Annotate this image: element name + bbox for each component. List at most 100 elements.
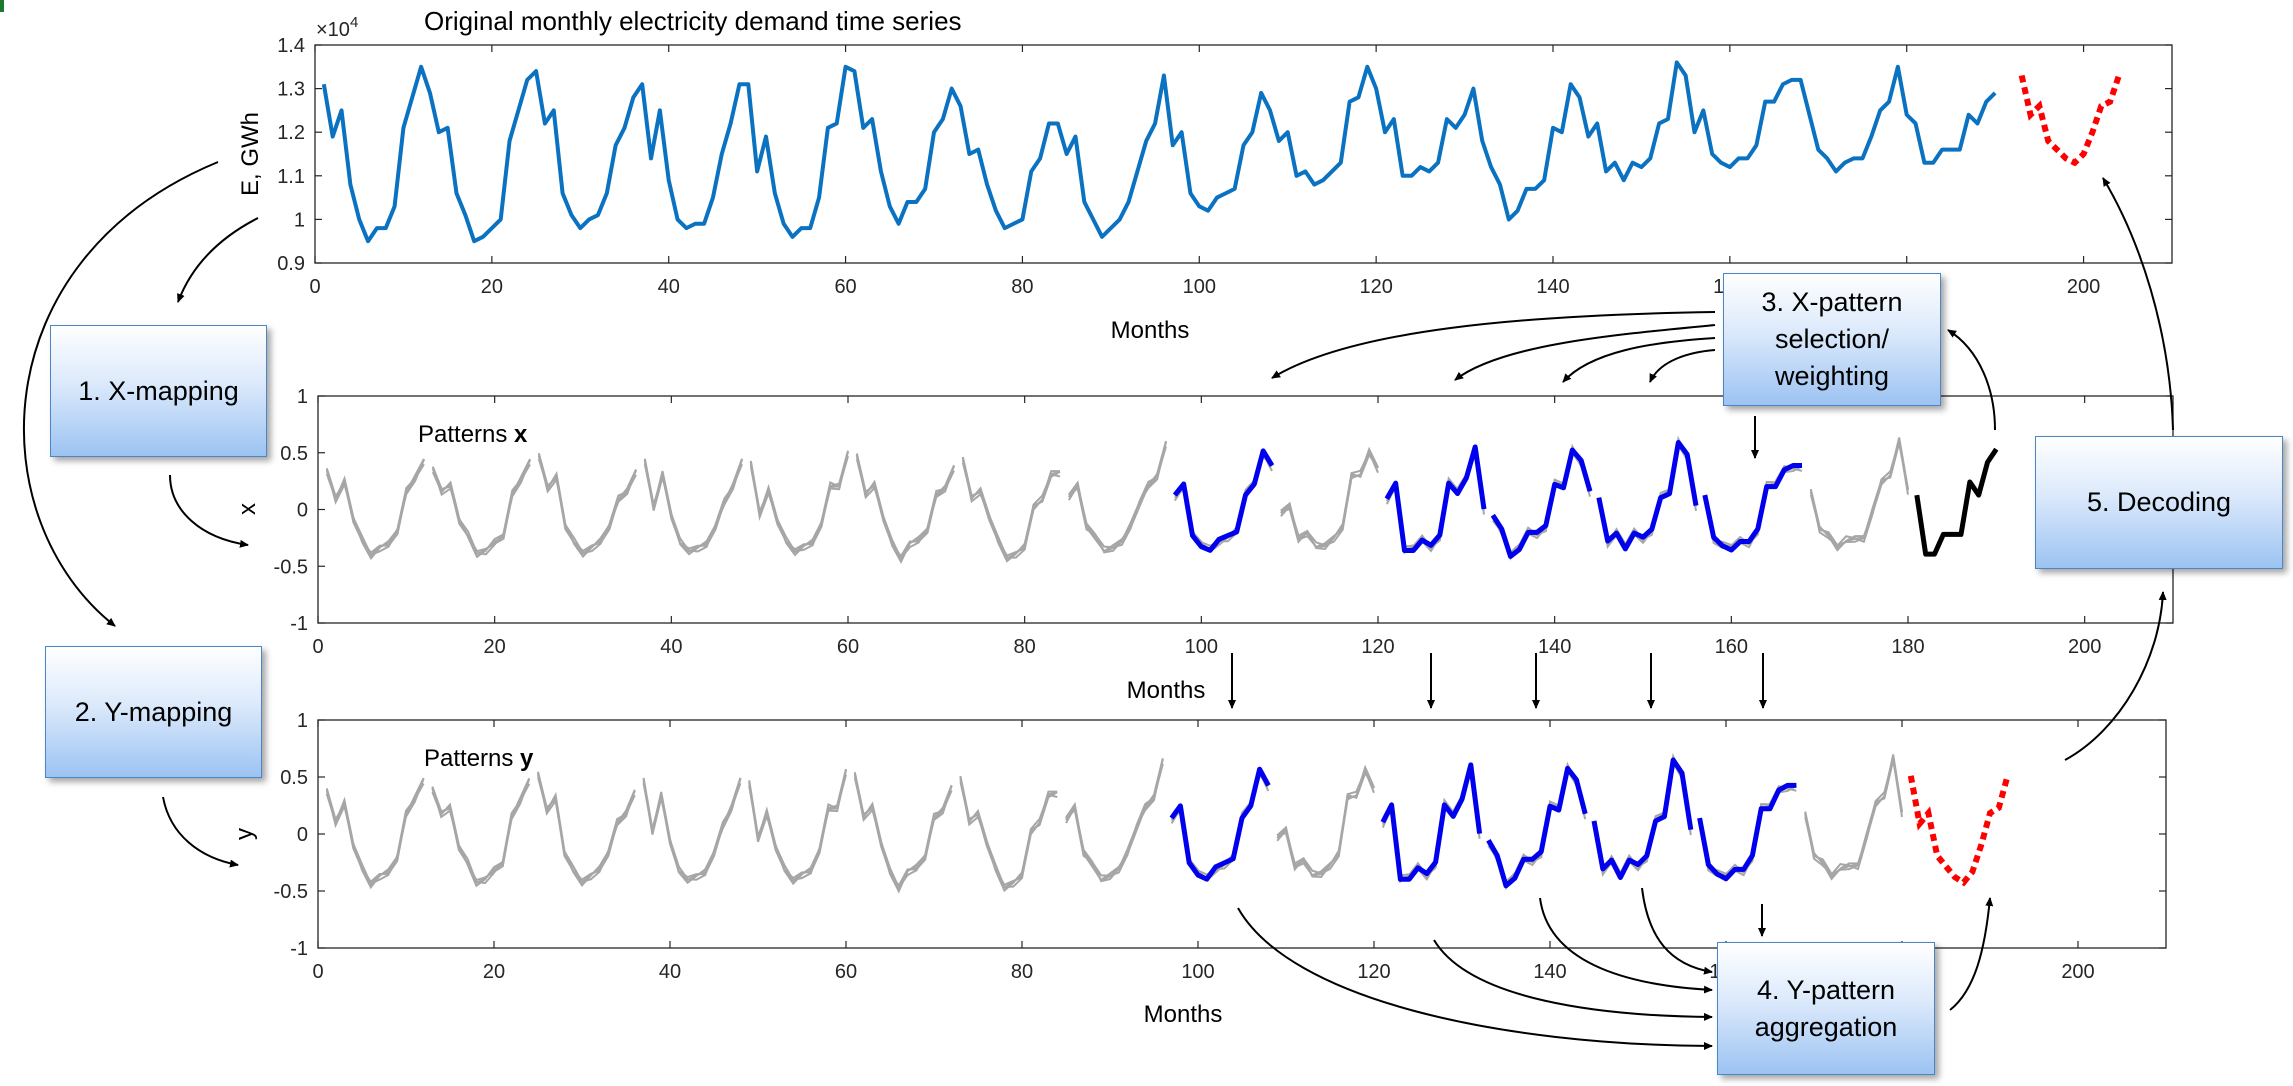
bottom-xtick-label: 200 <box>2061 961 2094 983</box>
bottom-ytick-label: 0 <box>297 824 308 846</box>
bottom-ytick-label: -1 <box>290 938 308 960</box>
bottom-xtick-label: 60 <box>835 961 857 983</box>
middle-gray-pattern-line <box>961 456 1060 557</box>
middle-gray-pattern-line <box>537 453 637 555</box>
bottom-gray-pattern-line <box>1065 758 1164 882</box>
middle-xtick-label: 40 <box>660 636 682 658</box>
bottom-xtick-label: 40 <box>659 961 681 983</box>
middle-gray-pattern-line <box>537 452 637 553</box>
middle-selected-pattern-line <box>1490 447 1593 559</box>
middle-gray-pattern-line <box>749 455 849 553</box>
middle-ytick-label: -1 <box>290 613 308 635</box>
corner-mark <box>0 0 4 12</box>
middle-selected-pattern-line <box>1172 448 1275 553</box>
middle-gray-pattern-line <box>1597 442 1697 547</box>
forecast-series-line <box>2018 74 2122 167</box>
middle-gray-pattern-line <box>855 458 955 565</box>
middle-gray-pattern-line <box>1492 450 1591 555</box>
y-pattern-aggregation-box: 4. Y-pattern aggregation <box>1717 942 1935 1075</box>
bottom-chart: 020406080100120140160200 -1-0.500.51 Pat… <box>231 710 2167 1028</box>
middle-gray-pattern-line <box>643 459 743 553</box>
arrow-decoding-to-series <box>2102 177 2174 431</box>
bottom-gray-pattern-line <box>431 783 531 885</box>
bottom-chart-ylabel: y <box>231 828 258 840</box>
arrow-agg-3 <box>1539 897 1713 994</box>
middle-xtick-label: 0 <box>312 636 323 658</box>
middle-gray-pattern-line <box>1280 449 1379 549</box>
top-ytick-label: 0.9 <box>277 253 305 275</box>
middle-gray-pattern-line <box>431 458 531 553</box>
y-mapping-box: 2. Y-mapping <box>45 646 262 778</box>
middle-gray-pattern-line <box>325 463 425 557</box>
bottom-xtick-label: 80 <box>1011 961 1033 983</box>
bottom-gray-pattern-line <box>642 778 742 881</box>
bottom-gray-pattern-line <box>325 778 425 887</box>
bottom-chart-inner-label: Patterns y <box>424 745 534 772</box>
arrow-aggregation-to-forecast <box>1949 897 1994 1011</box>
top-xtick-label: 40 <box>658 276 680 298</box>
bottom-gray-pattern-line <box>853 777 953 894</box>
bottom-gray-pattern-line <box>431 778 531 885</box>
middle-gray-pattern-line <box>643 458 743 550</box>
middle-gray-pattern-line <box>325 459 425 561</box>
middle-xtick-label: 80 <box>1014 636 1036 658</box>
middle-gray-pattern-line <box>325 459 425 558</box>
flow-arrows <box>23 161 2174 1050</box>
middle-selected-pattern-line <box>1596 440 1699 552</box>
middle-chart-frame <box>317 395 2174 624</box>
top-ytick-label: 1.4 <box>277 35 305 57</box>
top-chart-exponent: ×104 <box>316 14 358 41</box>
arrow-selection-1 <box>1271 311 1716 379</box>
middle-gray-pattern-line <box>855 454 955 561</box>
middle-gray-pattern-line <box>431 459 531 556</box>
top-ytick-label: 1.1 <box>277 166 305 188</box>
bottom-gray-pattern-line <box>1276 767 1375 877</box>
middle-xtick-label: 160 <box>1715 636 1748 658</box>
middle-gray-pattern-line <box>961 457 1061 559</box>
middle-gray-pattern-line <box>431 463 531 556</box>
bottom-gray-pattern-line <box>748 769 847 883</box>
middle-gray-pattern-line <box>325 458 425 555</box>
arrow-agg-4 <box>1641 887 1713 975</box>
arrow-series-to-x-mapping <box>177 217 259 303</box>
bottom-selected-pattern-line <box>1486 765 1588 889</box>
top-xtick-label: 60 <box>834 276 856 298</box>
bottom-ytick-label: -0.5 <box>274 881 308 903</box>
middle-gray-pattern-line <box>537 455 637 556</box>
top-xtick-label: 0 <box>309 276 320 298</box>
bottom-gray-pattern-line <box>537 774 636 884</box>
middle-chart-xlabel: Months <box>1127 677 1206 704</box>
arrow-forecast-to-decoding <box>2064 591 2167 761</box>
middle-chart-ylabel: x <box>234 503 261 515</box>
bottom-gray-pattern-line <box>1804 757 1903 878</box>
bottom-gray-pattern-line <box>959 775 1058 887</box>
bottom-gray-pattern-line <box>959 776 1058 888</box>
arrow-x-mapping-to-patterns <box>169 474 249 548</box>
arrow-query-to-selection <box>1947 329 1996 431</box>
middle-gray-pattern-line <box>961 459 1061 560</box>
middle-xtick-label: 140 <box>1538 636 1571 658</box>
top-xtick-label: 100 <box>1183 276 1216 298</box>
top-ytick-label: 1 <box>294 209 305 231</box>
bottom-ytick-label: 0.5 <box>280 767 308 789</box>
middle-ytick-label: 0 <box>297 500 308 522</box>
middle-xtick-label: 100 <box>1185 636 1218 658</box>
bottom-gray-pattern-line <box>1804 757 1903 876</box>
top-chart-ylabel: E, GWh <box>237 112 264 196</box>
bottom-xtick-label: 20 <box>483 961 505 983</box>
bottom-gray-pattern-line <box>1487 768 1587 884</box>
bottom-gray-pattern-line <box>1065 763 1164 877</box>
x-pattern-selection-box: 3. X-pattern selection/ weighting <box>1723 273 1941 406</box>
bottom-chart-xlabel: Months <box>1144 1001 1223 1028</box>
bottom-gray-pattern-line <box>1065 758 1164 882</box>
middle-gray-pattern-line <box>855 453 955 558</box>
bottom-gray-pattern-line <box>537 772 636 883</box>
arrow-agg-1 <box>1237 907 1713 1050</box>
top-xtick-label: 20 <box>481 276 503 298</box>
bottom-gray-pattern-line <box>959 781 1058 893</box>
middle-xtick-label: 20 <box>484 636 506 658</box>
bottom-xtick-label: 140 <box>1533 961 1566 983</box>
bottom-selected-pattern-line <box>1380 762 1483 882</box>
top-chart-frame <box>314 44 2173 264</box>
middle-gray-pattern-line <box>855 455 955 561</box>
